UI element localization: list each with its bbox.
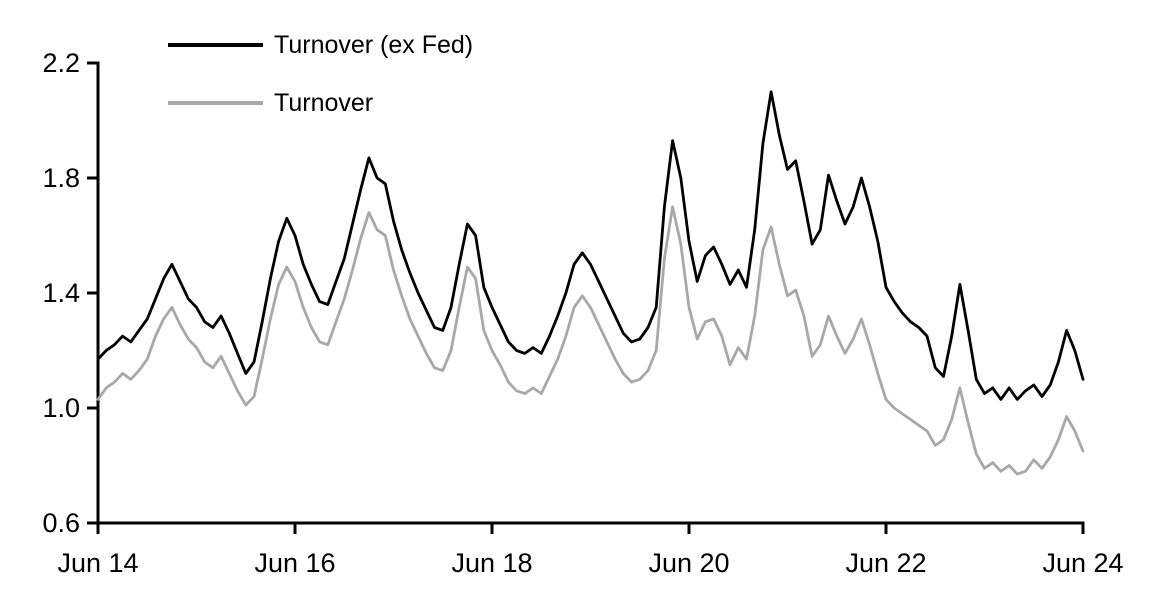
legend: Turnover (ex Fed) Turnover (168, 30, 473, 118)
legend-line-swatch-black (168, 43, 263, 47)
x-tick-label: Jun 14 (57, 548, 138, 578)
legend-line-swatch-gray (168, 101, 263, 105)
legend-label-turnover: Turnover (274, 88, 374, 117)
x-tick-label: Jun 22 (845, 548, 926, 578)
legend-item-turnover: Turnover (168, 88, 473, 118)
series-line-turnover-ex-fed (96, 90, 1085, 401)
x-tick-label: Jun 20 (648, 548, 729, 578)
series-line-turnover (96, 205, 1085, 476)
y-tick-label: 2.2 (42, 48, 80, 78)
legend-label-turnover-ex-fed: Turnover (ex Fed) (274, 30, 474, 59)
x-tick-label: Jun 16 (254, 548, 335, 578)
y-tick-label: 1.0 (42, 393, 80, 423)
y-tick-label: 1.8 (42, 163, 80, 193)
x-tick-label: Jun 18 (451, 548, 532, 578)
x-tick-label: Jun 24 (1042, 548, 1123, 578)
legend-item-turnover-ex-fed: Turnover (ex Fed) (168, 30, 473, 60)
y-tick-label: 1.4 (42, 278, 80, 308)
y-tick-label: 0.6 (42, 508, 80, 538)
